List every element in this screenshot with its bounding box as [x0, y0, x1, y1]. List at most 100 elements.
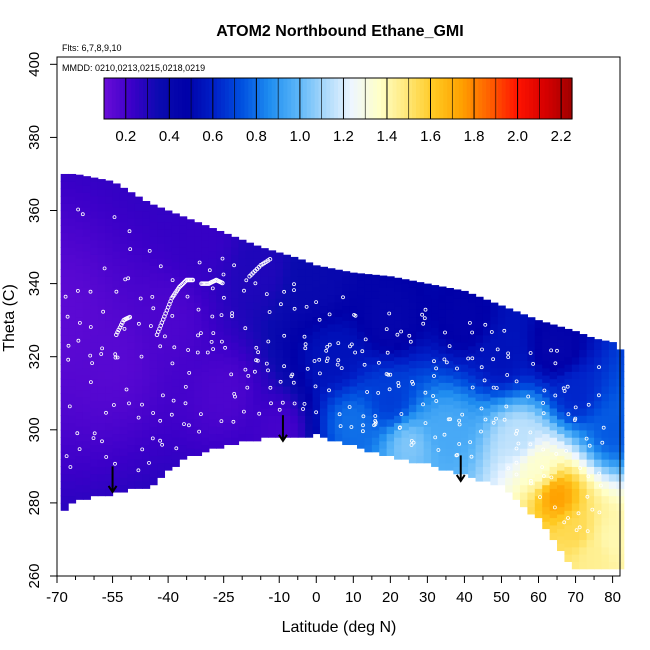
heatmap-cell [119, 214, 128, 223]
heatmap-cell [171, 444, 180, 453]
heatmap-cell [105, 342, 114, 350]
heatmap-cell [201, 437, 210, 446]
heatmap-cell [408, 280, 417, 288]
heatmap-cell [416, 282, 425, 288]
heatmap-cell [305, 407, 314, 416]
heatmap-cell [557, 528, 566, 537]
heatmap-cell [468, 418, 477, 427]
heatmap-cell [245, 374, 254, 383]
heatmap-cell [223, 429, 232, 438]
heatmap-cell [542, 433, 551, 442]
heatmap-cell [194, 331, 203, 340]
heatmap-cell [586, 466, 595, 475]
heatmap-cell [157, 265, 166, 274]
profile-point [505, 373, 510, 377]
heatmap-cell [164, 323, 173, 332]
heatmap-cell [97, 210, 106, 219]
heatmap-cell [194, 411, 203, 420]
heatmap-cell [112, 360, 121, 369]
heatmap-cell [142, 444, 151, 453]
heatmap-cell [97, 488, 106, 497]
heatmap-cell [468, 331, 477, 340]
heatmap-cell [149, 389, 158, 398]
heatmap-cell [594, 510, 603, 519]
heatmap-cell [527, 389, 536, 398]
heatmap-cell [571, 407, 580, 416]
heatmap-cell [357, 374, 366, 383]
heatmap-cell [82, 301, 91, 310]
heatmap-cell [519, 477, 528, 486]
heatmap-cell [105, 327, 114, 336]
heatmap-cell [282, 268, 291, 277]
heatmap-cell [157, 279, 166, 288]
heatmap-cell [112, 316, 121, 325]
colorbar-frame [103, 77, 573, 120]
heatmap-cell [60, 480, 69, 489]
heatmap-cell [542, 506, 551, 515]
heatmap-cell [490, 309, 499, 318]
heatmap-cell [527, 323, 536, 332]
heatmap-cell [157, 250, 166, 259]
heatmap-cell [601, 466, 610, 475]
heatmap-cell [186, 294, 195, 303]
heatmap-cell [608, 342, 617, 350]
heatmap-cell [571, 502, 580, 511]
heatmap-cell [149, 323, 158, 332]
heatmap-cell [586, 473, 595, 482]
heatmap-cell [475, 334, 484, 343]
heatmap-cell [105, 203, 114, 212]
heatmap-cell [245, 301, 254, 310]
profile-point [77, 447, 82, 452]
heatmap-cell [164, 360, 173, 369]
heatmap-cell [482, 407, 491, 416]
heatmap-cell [601, 488, 610, 497]
heatmap-cell [505, 433, 514, 442]
heatmap-cell [512, 426, 521, 435]
colorbar-swatch [361, 78, 366, 119]
heatmap-cell [542, 455, 551, 464]
heatmap-cell [119, 199, 128, 208]
profile-point [65, 314, 70, 319]
profile-point [468, 440, 473, 445]
heatmap-cell [97, 312, 106, 321]
colorbar-swatch [213, 78, 218, 119]
colorbar-swatch [302, 78, 308, 119]
heatmap-cell [171, 312, 180, 321]
heatmap-cell [460, 407, 469, 416]
heatmap-cell [438, 433, 447, 442]
heatmap-cell [379, 418, 388, 427]
heatmap-cell [157, 345, 166, 354]
heatmap-cell [601, 517, 610, 526]
heatmap-cell [142, 239, 151, 248]
heatmap-cell [105, 356, 114, 365]
heatmap-cell [386, 433, 395, 442]
profile-point [197, 260, 202, 265]
profile-point [277, 407, 282, 412]
heatmap-cell [512, 462, 521, 471]
heatmap-cell [564, 400, 573, 409]
heatmap-cell [386, 345, 395, 354]
profile-point [327, 388, 331, 393]
heatmap-cell [275, 364, 284, 372]
heatmap-cell [60, 349, 69, 358]
heatmap-cell [208, 316, 217, 325]
colorbar-swatch [466, 78, 472, 119]
heatmap-cell [134, 239, 143, 248]
heatmap-cell [82, 294, 91, 303]
heatmap-cell [75, 404, 84, 413]
heatmap-cell [253, 258, 262, 266]
profile-point [572, 418, 577, 423]
heatmap-cell [245, 272, 254, 281]
profile-point [600, 440, 605, 445]
heatmap-cell [275, 422, 284, 431]
profile-point [101, 309, 105, 314]
heatmap-cell [497, 404, 506, 413]
heatmap-cell [431, 285, 440, 292]
heatmap-cell [82, 258, 91, 266]
heatmap-cell [371, 437, 380, 446]
heatmap-cell [90, 217, 99, 226]
colorbar-swatch [357, 78, 362, 119]
heatmap-cell [75, 192, 84, 201]
heatmap-cell [342, 429, 351, 438]
heatmap-cell [371, 356, 380, 365]
